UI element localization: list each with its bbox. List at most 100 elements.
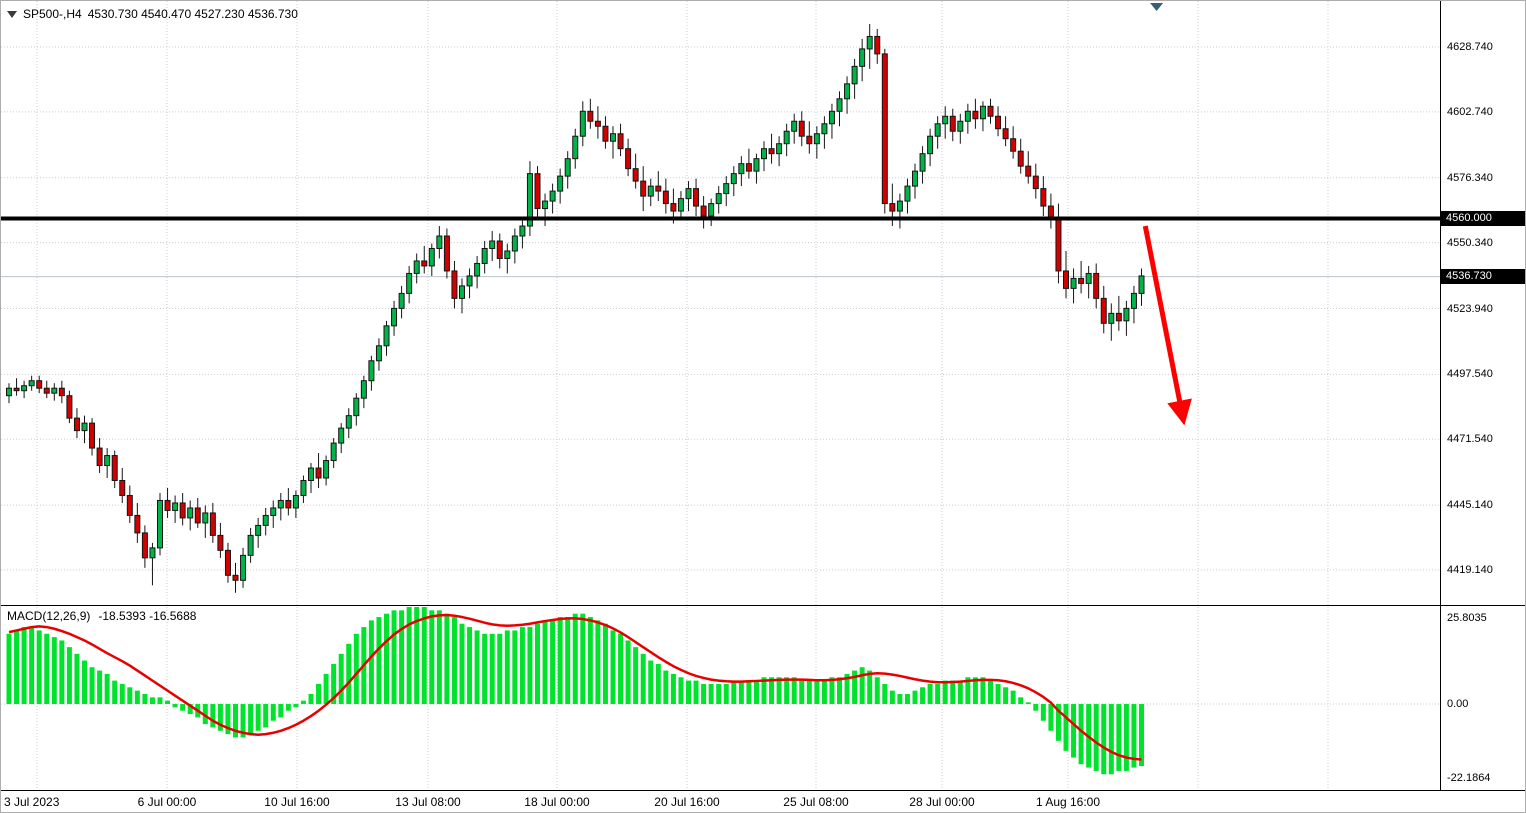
macd-bar — [142, 693, 148, 705]
candle — [1093, 272, 1100, 299]
macd-bar — [716, 683, 722, 705]
macd-bar — [519, 627, 525, 705]
time-axis[interactable]: 3 Jul 2023 6 Jul 00:00 10 Jul 16:00 13 Jul … — [1, 791, 1440, 812]
macd-bar — [165, 700, 171, 705]
macd-bar — [1003, 687, 1009, 705]
price-axis[interactable]: 4628.740 4602.740 4576.340 4550.340 4523.940… — [1441, 1, 1525, 812]
candle — [640, 180, 647, 197]
candle — [13, 387, 20, 392]
candle — [1130, 292, 1137, 309]
candle — [391, 307, 398, 327]
macd-bar — [1093, 704, 1099, 771]
candle — [949, 115, 956, 132]
candle — [1078, 277, 1085, 284]
candle — [519, 225, 526, 237]
candle — [881, 53, 888, 205]
macd-bar — [51, 637, 57, 705]
macd-bar — [323, 673, 329, 705]
grid-layer — [1, 1, 1440, 790]
macd-bar — [482, 633, 488, 705]
candle — [172, 502, 179, 511]
macd-bar — [806, 680, 812, 705]
macd-bar — [353, 633, 359, 705]
candle — [209, 512, 216, 536]
macd-bar — [300, 700, 306, 705]
macd-bar — [1078, 704, 1084, 765]
candle — [217, 534, 224, 551]
candle — [413, 260, 420, 274]
macd-bar — [308, 693, 314, 705]
macd-bar — [467, 627, 473, 705]
macd-bar — [799, 680, 805, 705]
macd-bar — [776, 677, 782, 705]
candlestick-series — [6, 23, 1145, 593]
macd-bar — [693, 680, 699, 705]
current-price-badge: 4536.730 — [1441, 269, 1525, 285]
candle — [179, 502, 186, 519]
candle — [338, 427, 345, 444]
chart-shift-marker-icon[interactable] — [1150, 3, 1164, 11]
candle — [685, 188, 692, 200]
candle — [662, 190, 669, 205]
candle — [481, 247, 488, 264]
candle — [300, 480, 307, 496]
candle — [383, 325, 390, 347]
macd-bar — [59, 640, 65, 705]
candle — [443, 235, 450, 272]
candle — [874, 35, 881, 55]
macd-bar — [950, 680, 956, 705]
macd-bar — [701, 683, 707, 705]
down-arrow-annotation[interactable] — [1142, 225, 1192, 426]
macd-bar — [527, 627, 533, 705]
candle — [995, 115, 1002, 130]
macd-bar — [512, 630, 518, 705]
candle — [285, 499, 292, 509]
macd-bar — [587, 617, 593, 705]
macd-bar — [263, 704, 269, 728]
candle — [708, 203, 715, 217]
macd-bar — [391, 610, 397, 705]
candle — [610, 133, 616, 142]
macd-bar — [670, 673, 676, 705]
macd-bar — [904, 693, 910, 705]
macd-bar — [149, 697, 155, 705]
candle — [549, 190, 556, 202]
candle — [859, 48, 866, 67]
macd-bar — [1071, 704, 1077, 758]
macd-bar — [97, 670, 103, 705]
candle — [632, 168, 639, 182]
macd-bar — [572, 613, 578, 705]
macd-bar — [957, 680, 963, 705]
macd-bar — [202, 704, 208, 725]
time-axis-label: 1 Aug 16:00 — [1035, 795, 1101, 809]
candle — [647, 185, 654, 197]
macd-bar — [935, 683, 941, 705]
candle — [836, 98, 843, 112]
macd-bar — [1063, 704, 1069, 751]
macd-bar — [784, 677, 790, 705]
time-axis-label: 20 Jul 16:00 — [654, 795, 720, 809]
macd-bar — [640, 653, 646, 705]
price-axis-label: 4419.140 — [1447, 563, 1493, 576]
macd-indicator-label: MACD(12,26,9) -18.5393 -16.5688 — [7, 609, 196, 623]
candle — [149, 547, 156, 559]
candle — [104, 455, 111, 467]
candle — [791, 120, 798, 132]
candle — [81, 422, 88, 432]
symbol-timeframe-label: SP500-,H4 — [23, 7, 82, 21]
macd-bar — [74, 653, 80, 705]
macd-bar — [821, 680, 827, 705]
macd-bar — [414, 607, 420, 705]
price-axis-label: 4497.540 — [1447, 368, 1493, 381]
candle — [1108, 312, 1115, 324]
candle — [844, 83, 851, 100]
collapse-triangle-icon[interactable] — [7, 11, 17, 18]
macd-bar — [225, 704, 231, 735]
time-axis-label: 13 Jul 08:00 — [395, 795, 461, 809]
macd-bar — [595, 620, 601, 705]
macd-bar — [829, 677, 835, 705]
candle — [821, 123, 828, 135]
candle — [1085, 272, 1092, 284]
macd-bar — [920, 687, 926, 705]
